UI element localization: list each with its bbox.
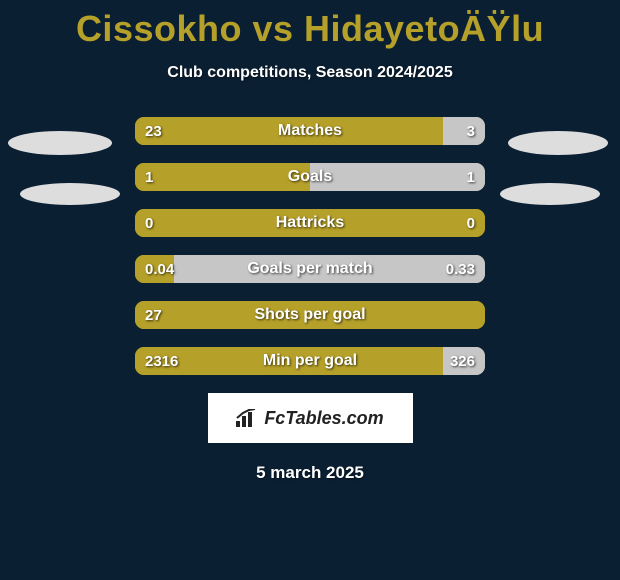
stat-label: Matches — [135, 117, 485, 145]
player-right-avatar-1 — [508, 131, 608, 155]
stat-label: Hattricks — [135, 209, 485, 237]
logo-text: FcTables.com — [264, 408, 383, 429]
stat-label: Shots per goal — [135, 301, 485, 329]
stat-value-left: 27 — [145, 301, 162, 329]
stat-row: Shots per goal27 — [135, 301, 485, 329]
logo-box: FcTables.com — [208, 393, 413, 443]
stat-row: Goals per match0.04 0.33 — [135, 255, 485, 283]
comparison-chart: Matches23 3 Goals1 1 Hattricks0 0 Goals per ma… — [0, 117, 620, 375]
stat-value-right: 326 — [450, 347, 475, 375]
stat-label: Min per goal — [135, 347, 485, 375]
stat-value-right: 3 — [467, 117, 475, 145]
stat-value-left: 2316 — [145, 347, 178, 375]
stat-row: Matches23 3 — [135, 117, 485, 145]
stat-row: Min per goal2316 326 — [135, 347, 485, 375]
page-title: Cissokho vs HidayetoÄŸlu — [0, 0, 620, 50]
stat-value-right: 0 — [467, 209, 475, 237]
stat-value-left: 23 — [145, 117, 162, 145]
player-left-avatar-1 — [8, 131, 112, 155]
stat-value-right: 1 — [467, 163, 475, 191]
stat-value-left: 1 — [145, 163, 153, 191]
stat-row: Goals1 1 — [135, 163, 485, 191]
stat-value-right: 0.33 — [446, 255, 475, 283]
chart-icon — [236, 409, 258, 427]
player-left-avatar-2 — [20, 183, 120, 205]
stat-row: Hattricks0 0 — [135, 209, 485, 237]
stat-value-left: 0 — [145, 209, 153, 237]
stat-label: Goals — [135, 163, 485, 191]
stat-value-left: 0.04 — [145, 255, 174, 283]
stat-bars-container: Matches23 3 Goals1 1 Hattricks0 0 Goals per ma… — [135, 117, 485, 375]
subtitle: Club competitions, Season 2024/2025 — [0, 64, 620, 82]
stat-label: Goals per match — [135, 255, 485, 283]
date-label: 5 march 2025 — [0, 463, 620, 483]
player-right-avatar-2 — [500, 183, 600, 205]
